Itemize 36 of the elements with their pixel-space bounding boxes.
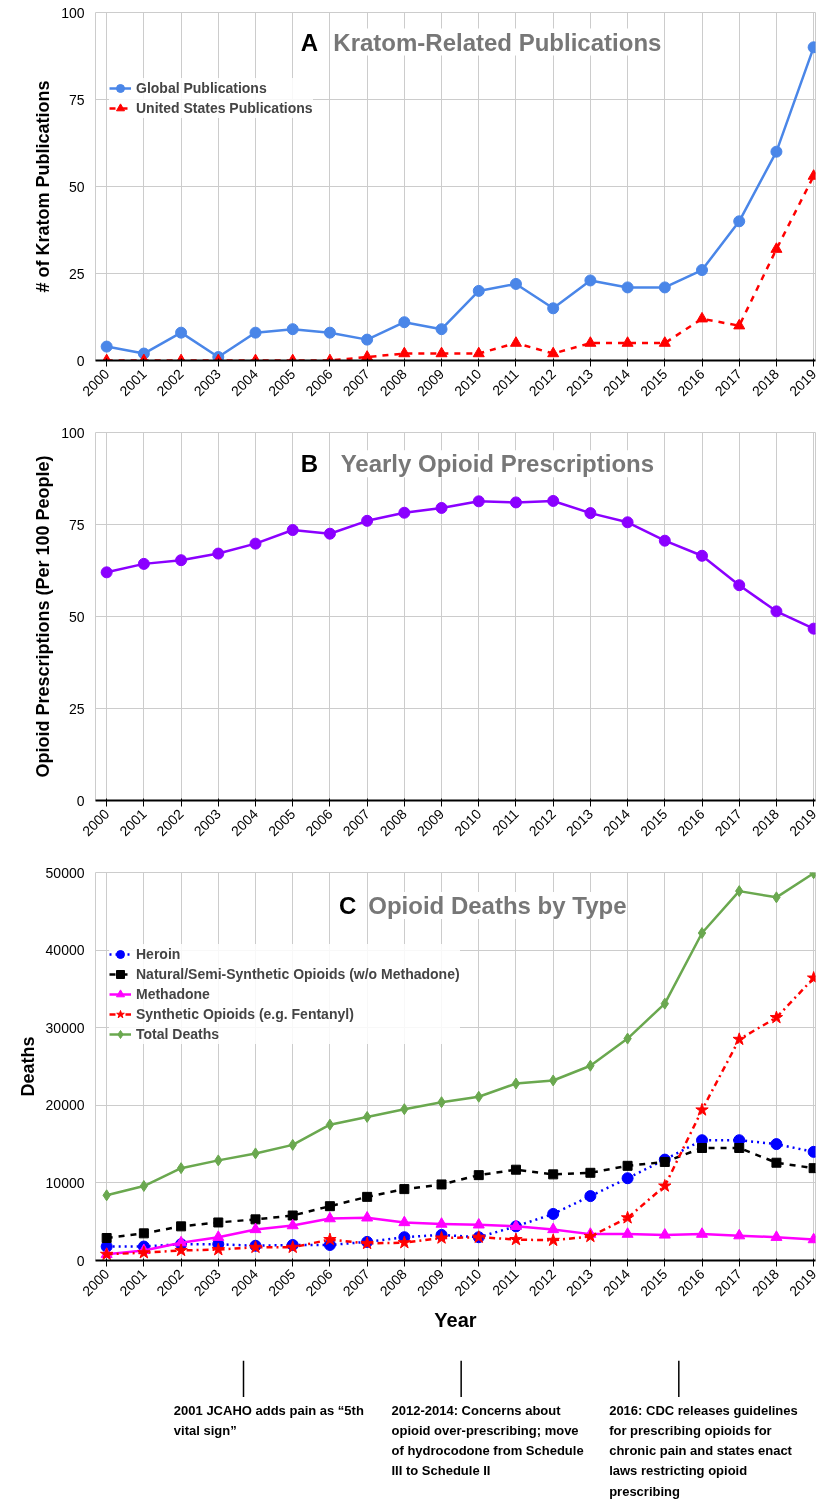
y-tick-label: 10000	[45, 1174, 85, 1191]
y-tick-label: 50000	[45, 864, 85, 881]
annotation: A	[300, 28, 319, 56]
y-tick-label: 0	[76, 1252, 85, 1269]
legend-label: Natural/Semi-Synthetic Opioids (w/o Methadone)	[136, 966, 460, 982]
legend-label: Total Deaths	[136, 1026, 219, 1042]
legend-label: United States Publications	[136, 100, 313, 116]
legend-label: Synthetic Opioids (e.g. Fentanyl)	[136, 1006, 354, 1022]
legend-label: Methadone	[136, 986, 210, 1002]
legend-label: Global Publications	[136, 80, 267, 96]
y-tick-label: 75	[68, 91, 85, 108]
text: Opioid Deaths by Type	[368, 891, 627, 919]
y-tick-label: 25	[68, 265, 85, 282]
text: 2012-2014: Concerns about opioid over-prescribing; move of hydrocodone from Schedule III to Schedule II	[391, 1402, 584, 1479]
text: Yearly Opioid Prescriptions	[340, 450, 655, 478]
y-tick-label: 50	[68, 178, 85, 195]
annotation: B	[300, 450, 319, 478]
y-axis-title: # of Kratom Publications	[33, 80, 54, 293]
y-axis-title: Deaths	[17, 1036, 38, 1097]
legend-label: Heroin	[136, 946, 181, 962]
y-tick-label: 25	[68, 700, 85, 717]
text: 2016: CDC releases guidelines for prescribing opioids for chronic pain and states enact laws restricting opioid prescribing	[609, 1402, 798, 1499]
y-tick-label: 100	[61, 4, 85, 21]
y-tick-label: 40000	[45, 942, 85, 959]
y-tick-label: 20000	[45, 1097, 85, 1114]
y-tick-label: 0	[76, 792, 85, 809]
y-tick-label: 0	[76, 352, 85, 369]
text: Kratom-Related Publications	[333, 28, 662, 56]
x-axis-title: Year	[434, 1308, 477, 1331]
y-tick-label: 75	[68, 516, 85, 533]
annotation: C	[339, 891, 357, 919]
y-tick-label: 30000	[45, 1019, 85, 1036]
y-axis-title: Opioid Prescriptions (Per 100 People)	[33, 455, 54, 778]
y-tick-label: 50	[68, 608, 85, 625]
y-tick-label: 100	[61, 424, 85, 441]
text: 2001 JCAHO adds pain as “5th vital sign”	[173, 1402, 364, 1438]
